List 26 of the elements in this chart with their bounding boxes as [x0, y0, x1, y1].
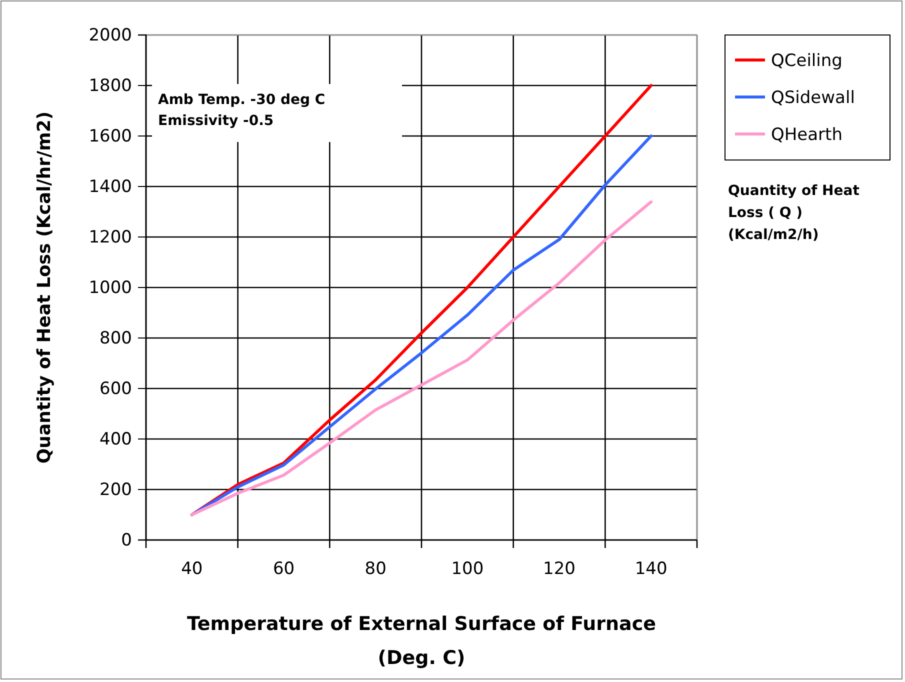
- y-tick-label: 200: [100, 480, 132, 500]
- y-tick-label: 1200: [88, 227, 132, 248]
- y-axis-title: Quantity of Heat Loss (Kcal/hr/m2): [34, 111, 55, 464]
- y-tick-label: 1800: [88, 76, 132, 96]
- legend-label: QSidewall: [771, 88, 855, 108]
- x-tick-label: 140: [634, 559, 668, 580]
- legend-label: QCeiling: [771, 51, 842, 71]
- y-tick-label: 800: [100, 328, 132, 348]
- x-tick-label: 100: [451, 559, 484, 580]
- x-tick-label: 80: [364, 559, 386, 580]
- y-tick-label: 2000: [88, 25, 132, 46]
- x-tick-label: 40: [181, 559, 203, 580]
- x-tick-label: 60: [272, 559, 295, 580]
- x-tick-label: 120: [543, 559, 576, 580]
- legend-label: QHearth: [771, 125, 842, 145]
- y-tick-label: 1600: [88, 126, 132, 146]
- y-tick-label: 400: [100, 429, 132, 450]
- line-series: [190, 200, 653, 516]
- annotation: Amb Temp. -30 deg C Emissivity -0.5: [158, 92, 326, 129]
- y-tick-label: 1000: [88, 278, 132, 298]
- text: Quantity of Heat Loss ( Q ) (Kcal/m2/h): [728, 183, 860, 243]
- x-axis-title: Temperature of External Surface of Furnace (Deg. C): [186, 613, 656, 669]
- y-tick-label: 1400: [88, 176, 132, 197]
- y-tick-label: 600: [100, 378, 132, 399]
- y-tick-label: 0: [121, 530, 132, 550]
- note-box: Amb Temp. -30 deg C Emissivity -0.5: [152, 84, 402, 142]
